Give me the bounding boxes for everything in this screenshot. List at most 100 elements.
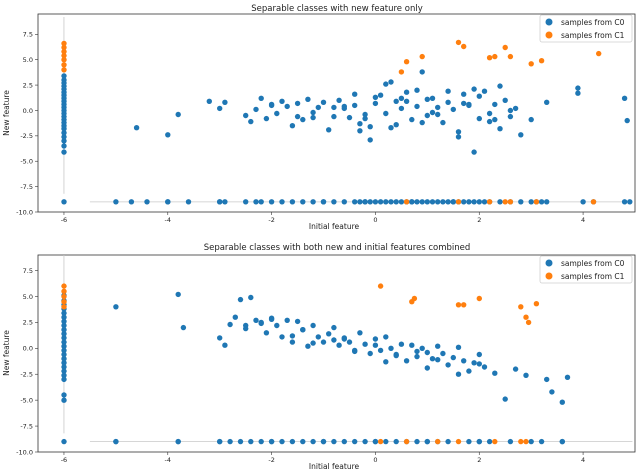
point-series-0	[341, 199, 347, 205]
point-series-0	[424, 438, 430, 445]
point-series-0	[549, 389, 555, 395]
point-series-0	[455, 344, 462, 350]
point-series-0	[471, 149, 477, 155]
point-series-0	[326, 127, 332, 133]
x-tick-label: 2	[477, 216, 481, 224]
point-series-0	[279, 438, 285, 445]
y-tick-label: 2.5	[23, 81, 33, 89]
y-tick-label: -2.5	[20, 371, 33, 379]
point-series-0	[367, 199, 373, 205]
point-series-0	[289, 123, 296, 129]
point-series-0	[336, 342, 342, 348]
point-series-0	[377, 199, 384, 205]
point-series-1	[61, 62, 67, 68]
point-series-0	[315, 334, 321, 340]
point-series-0	[352, 199, 358, 205]
point-series-0	[403, 358, 410, 364]
point-series-0	[502, 396, 508, 402]
point-series-0	[61, 138, 67, 144]
point-series-0	[403, 98, 410, 105]
point-series-0	[450, 199, 456, 205]
point-series-0	[341, 438, 347, 445]
point-series-1	[523, 438, 529, 445]
point-series-0	[217, 438, 223, 445]
point-series-0	[217, 105, 223, 112]
data-points	[61, 39, 633, 205]
point-series-1	[61, 48, 67, 55]
point-series-0	[305, 343, 311, 349]
point-series-1	[455, 302, 462, 308]
point-series-0	[357, 128, 363, 134]
point-series-0	[61, 314, 67, 320]
point-series-1	[403, 199, 410, 205]
point-series-0	[455, 371, 462, 377]
point-series-0	[523, 372, 529, 378]
point-series-0	[507, 438, 514, 445]
point-series-0	[61, 360, 67, 366]
point-series-0	[248, 294, 254, 301]
point-series-0	[409, 199, 415, 205]
point-series-1	[533, 199, 540, 205]
point-series-0	[310, 199, 316, 205]
point-series-0	[61, 368, 67, 374]
point-series-0	[222, 99, 228, 106]
point-series-1	[518, 438, 524, 445]
point-series-0	[320, 99, 327, 106]
point-series-0	[502, 97, 508, 104]
point-series-1	[377, 438, 384, 445]
point-series-0	[575, 85, 581, 91]
point-series-0	[559, 438, 565, 445]
point-series-0	[331, 337, 337, 343]
point-series-0	[388, 125, 394, 131]
y-tick-label: 0.0	[23, 345, 33, 353]
point-series-0	[544, 376, 550, 383]
legend-label-c1: samples from C1	[561, 272, 625, 281]
point-series-0	[274, 110, 280, 117]
point-series-0	[518, 199, 524, 205]
point-series-0	[320, 438, 327, 445]
point-series-1	[461, 302, 467, 308]
point-series-0	[414, 438, 420, 445]
point-series-0	[377, 92, 384, 98]
point-series-0	[466, 438, 472, 445]
point-series-0	[217, 199, 223, 205]
point-series-1	[455, 199, 462, 205]
chart-title: Separable classes with new feature only	[251, 4, 422, 14]
point-series-0	[383, 359, 389, 365]
point-series-0	[357, 121, 363, 127]
point-series-0	[61, 310, 67, 316]
point-series-0	[133, 125, 140, 131]
point-series-0	[476, 361, 482, 367]
point-series-0	[507, 107, 514, 114]
bottom-chart: Separable classes with both new and init…	[2, 243, 636, 471]
point-series-0	[279, 199, 285, 205]
legend-marker-c0	[545, 259, 553, 267]
point-series-0	[377, 347, 384, 354]
point-series-1	[492, 438, 498, 445]
point-series-0	[367, 350, 373, 357]
point-series-0	[279, 334, 285, 340]
point-series-0	[393, 199, 399, 205]
point-series-0	[481, 199, 488, 205]
x-tick-label: -4	[165, 216, 171, 224]
point-series-0	[435, 111, 441, 118]
point-series-0	[414, 199, 420, 205]
point-series-0	[331, 199, 337, 205]
point-series-1	[61, 288, 67, 294]
point-series-0	[455, 129, 462, 135]
point-series-0	[388, 345, 394, 351]
point-series-1	[61, 40, 67, 47]
point-series-0	[445, 199, 451, 205]
point-series-0	[61, 335, 67, 341]
point-series-0	[445, 438, 451, 445]
point-series-0	[258, 319, 264, 326]
y-tick-label: 7.5	[23, 267, 33, 275]
point-series-0	[403, 89, 410, 95]
point-series-0	[61, 149, 67, 155]
point-series-0	[289, 339, 296, 345]
point-series-0	[383, 110, 389, 117]
y-axis-label: New feature	[2, 330, 11, 376]
point-series-0	[627, 199, 633, 205]
point-series-0	[352, 438, 358, 445]
point-series-0	[61, 134, 67, 140]
